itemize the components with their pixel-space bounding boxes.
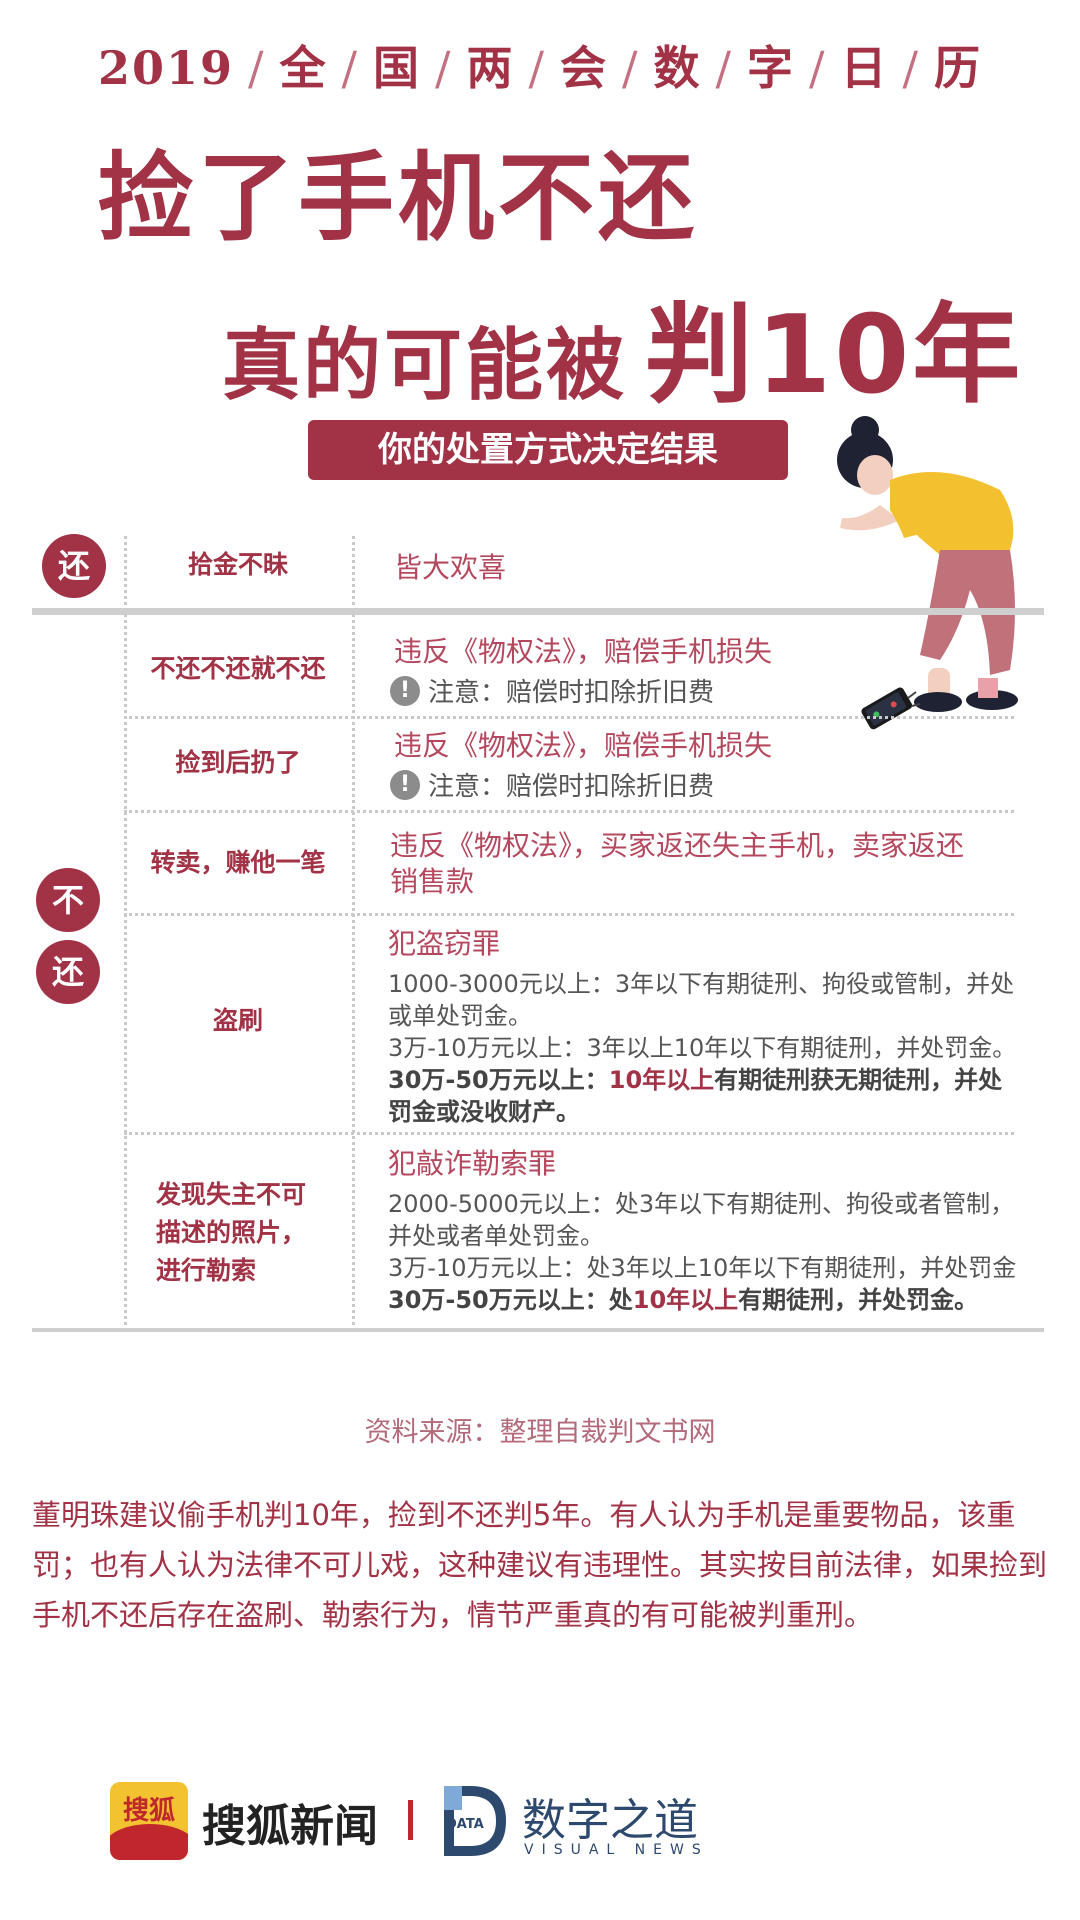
detail-line: 3万-10万元以上：处3年以上10年以下有期徒刑，并处罚金 <box>388 1254 1017 1282</box>
note: ! 注意：赔偿时扣除折旧费 <box>390 672 714 709</box>
calendar-char: 日 <box>840 41 889 95</box>
section-divider <box>32 608 1044 615</box>
category-line: 发现失主不可 <box>156 1180 307 1209</box>
detail-line: 并处或者单处罚金。 <box>388 1222 604 1250</box>
result-line: 违反《物权法》，买家返还失主手机，卖家返还 <box>390 829 965 862</box>
title-line-2-emphasis: 判10年 <box>645 293 1024 418</box>
not-return-badge-1: 不 <box>36 868 100 932</box>
brand-divider <box>408 1800 413 1840</box>
calendar-char: 历 <box>934 41 983 95</box>
row-divider <box>124 913 1014 916</box>
category-label: 转卖，赚他一笔 <box>150 848 326 877</box>
exclamation-icon: ! <box>390 675 420 706</box>
not-return-badge-2: 还 <box>36 940 100 1004</box>
result-line: 销售款 <box>390 865 475 898</box>
theft-detail: 犯盗窃罪 1000-3000元以上：3年以下有期徒刑、拘役或管制，并处 或单处罚… <box>388 922 1038 1128</box>
detail-line-bold: 30万-50万元以上：处10年以上有期徒刑，并处罚金。 <box>388 1284 1038 1316</box>
result-text: 违反《物权法》，买家返还失主手机，卖家返还 销售款 <box>390 828 964 900</box>
title-line-1: 捡了手机不还 <box>98 142 698 254</box>
calendar-char: 会 <box>560 41 609 95</box>
bold-red: 10年以上 <box>632 1286 739 1314</box>
data-logo-text: DATA <box>446 1817 484 1832</box>
bold-red: 10年以上 <box>608 1066 715 1094</box>
subtitle-banner: 你的处置方式决定结果 <box>308 420 788 480</box>
bold-suffix: 有期徒刑获无期徒刑，并处 <box>714 1066 1003 1094</box>
result-text: 违反《物权法》，赔偿手机损失 <box>394 635 773 668</box>
sohu-logo-icon: 搜狐 <box>110 1782 188 1860</box>
calendar-char: 两 <box>466 41 515 95</box>
detail-line-bold: 罚金或没收财产。 <box>388 1098 580 1126</box>
category-line: 进行勒索 <box>156 1256 257 1285</box>
calendar-char: 国 <box>373 41 422 95</box>
result-text: 皆大欢喜 <box>394 551 507 584</box>
detail-line: 2000-5000元以上：处3年以下有期徒刑、拘役或者管制， <box>388 1190 1015 1218</box>
row-divider <box>124 1132 1014 1135</box>
detail-line-bold: 30万-50万元以上：10年以上有期徒刑获无期徒刑，并处 <box>388 1064 1038 1096</box>
data-logo-icon: DATA <box>444 1786 506 1856</box>
category-label: 不还不还就不还 <box>150 654 326 683</box>
note-text: 注意：赔偿时扣除折旧费 <box>428 678 715 708</box>
detail-line: 或单处罚金。 <box>388 1002 532 1030</box>
category-label: 发现失主不可 描述的照片， 进行勒索 <box>156 1176 376 1290</box>
calendar-char: 数 <box>653 41 702 95</box>
data-brand-subtitle: VISUAL NEWS <box>524 1842 709 1858</box>
result-text: 违反《物权法》，赔偿手机损失 <box>394 729 773 762</box>
exclamation-icon: ! <box>390 769 420 800</box>
sohu-logo-text: 搜狐 <box>122 1796 175 1826</box>
detail-line: 1000-3000元以上：3年以下有期徒刑、拘役或管制，并处 <box>388 970 1015 998</box>
extortion-detail: 犯敲诈勒索罪 2000-5000元以上：处3年以下有期徒刑、拘役或者管制， 并处… <box>388 1142 1038 1316</box>
calendar-year: 2019 <box>97 41 235 95</box>
detail-line: 3万-10万元以上：3年以上10年以下有期徒刑，并处罚金。 <box>388 1034 1017 1062</box>
calendar-char: 全 <box>279 41 328 95</box>
note: ! 注意：赔偿时扣除折旧费 <box>390 766 714 803</box>
category-label: 拾金不昧 <box>187 550 288 579</box>
title-line-2: 真的可能被 判10年 <box>222 268 1023 424</box>
table-bottom-line <box>32 1328 1044 1332</box>
bold-prefix: 30万-50万元以上： <box>388 1066 609 1094</box>
category-line: 描述的照片， <box>156 1218 307 1247</box>
crime-name: 犯敲诈勒索罪 <box>388 1147 557 1180</box>
data-brand-name: 数字之道 <box>522 1795 698 1846</box>
return-badge: 还 <box>42 534 106 598</box>
summary-paragraph: 董明珠建议偷手机判10年，捡到不还判5年。有人认为手机是重要物品，该重罚；也有人… <box>32 1498 1048 1632</box>
calendar-header: 2019/全 / 国 / 两 / 会 / 数 / 字 / 日 / 历 <box>97 41 983 95</box>
note-text: 注意：赔偿时扣除折旧费 <box>428 772 715 802</box>
bold-suffix: 有期徒刑，并处罚金。 <box>738 1286 979 1314</box>
bold-prefix: 30万-50万元以上：处 <box>388 1286 633 1314</box>
title-line-2-prefix: 真的可能被 <box>222 321 628 411</box>
table-divider-vertical <box>124 536 127 1331</box>
row-divider <box>124 716 1014 719</box>
category-label: 盗刷 <box>212 1006 263 1035</box>
crime-name: 犯盗窃罪 <box>388 927 501 960</box>
category-label: 捡到后扔了 <box>175 748 301 777</box>
calendar-char: 字 <box>747 41 796 95</box>
source-note: 资料来源：整理自裁判文书网 <box>364 1417 716 1448</box>
table-divider-vertical <box>352 536 355 1331</box>
row-divider <box>124 810 1014 813</box>
woman-picking-phone-illustration <box>837 416 1018 730</box>
sohu-brand-name: 搜狐新闻 <box>202 1801 378 1852</box>
